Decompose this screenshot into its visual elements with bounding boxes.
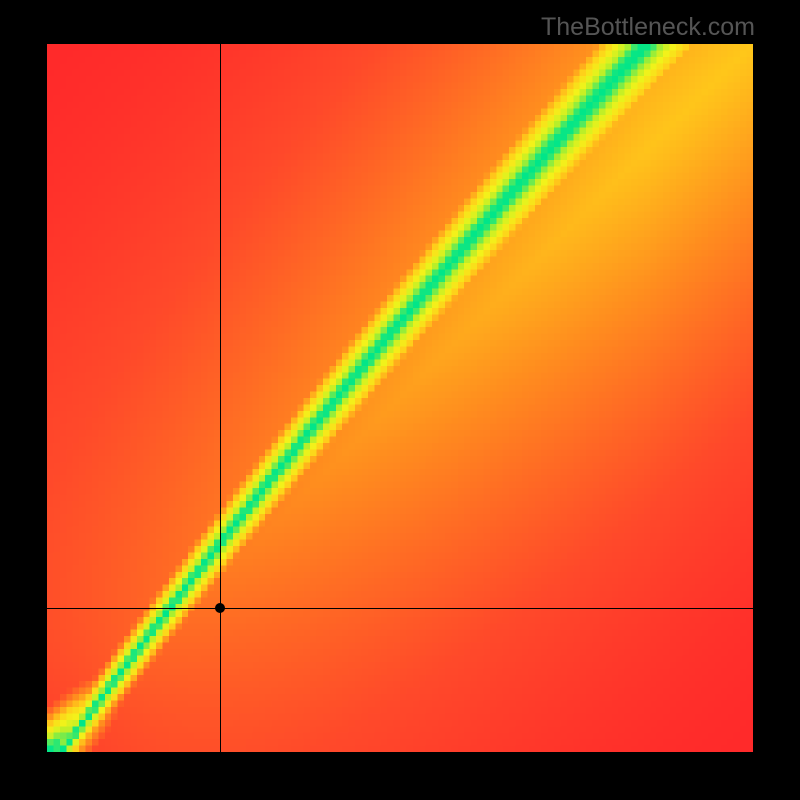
crosshair-horizontal bbox=[47, 608, 753, 609]
crosshair-vertical bbox=[220, 44, 221, 752]
heatmap-canvas bbox=[47, 44, 753, 752]
heatmap-plot bbox=[47, 44, 753, 752]
watermark-text: TheBottleneck.com bbox=[541, 13, 755, 42]
chart-frame: TheBottleneck.com bbox=[0, 0, 800, 800]
